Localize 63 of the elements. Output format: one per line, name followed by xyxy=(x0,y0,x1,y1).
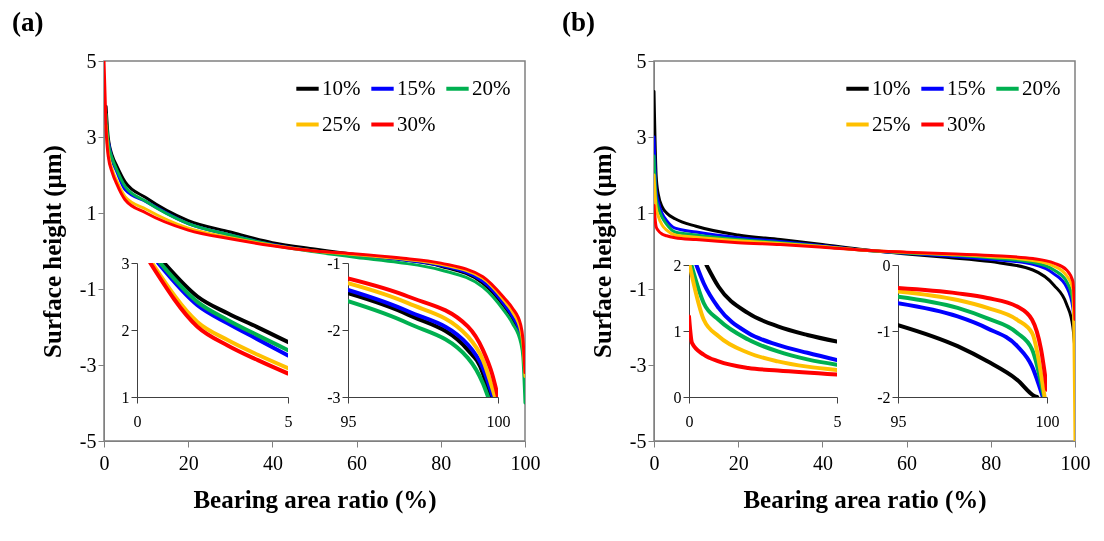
y-tick-label: 0 xyxy=(673,388,682,406)
line-series xyxy=(654,203,1075,321)
x-tick-label: 80 xyxy=(981,451,1002,474)
y-tick-label: -1 xyxy=(327,254,341,272)
line-series xyxy=(689,314,837,377)
legend-label: 10% xyxy=(322,75,361,100)
line-series xyxy=(704,265,837,344)
y-tick-label: -1 xyxy=(79,277,97,300)
legend-label: 20% xyxy=(472,75,511,100)
legend-label: 25% xyxy=(322,111,361,136)
y-tick-label: 5 xyxy=(86,49,97,72)
x-tick-label: 0 xyxy=(133,412,142,430)
y-tick-label: -3 xyxy=(79,353,97,376)
x-tick-label: 5 xyxy=(833,412,842,430)
legend-label: 15% xyxy=(947,75,986,100)
chart-title: (b) xyxy=(562,7,595,37)
x-tick-label: 20 xyxy=(728,451,749,474)
x-tick-label: 60 xyxy=(897,451,918,474)
y-tick-label: 2 xyxy=(673,256,682,274)
x-tick-label: 100 xyxy=(1060,451,1091,474)
y-tick-label: -2 xyxy=(327,321,341,339)
y-tick-label: 1 xyxy=(86,201,97,224)
legend-label: 20% xyxy=(1022,75,1061,100)
x-tick-label: 95 xyxy=(340,412,357,430)
x-tick-label: 80 xyxy=(431,451,452,474)
y-axis-title: Surface height (μm) xyxy=(588,145,617,358)
y-tick-label: 3 xyxy=(121,254,130,272)
x-tick-label: 100 xyxy=(1035,412,1060,430)
line-series xyxy=(898,323,1040,397)
y-tick-label: 3 xyxy=(86,125,97,148)
y-tick-label: 3 xyxy=(636,125,647,148)
x-tick-label: 40 xyxy=(812,451,833,474)
legend-label: 25% xyxy=(872,111,911,136)
y-tick-label: 1 xyxy=(673,322,682,340)
legend-label: 10% xyxy=(872,75,911,100)
x-tick-label: 100 xyxy=(510,451,541,474)
y-tick-label: -3 xyxy=(327,388,341,406)
y-tick-label: -5 xyxy=(629,429,647,452)
legend-label: 30% xyxy=(397,111,436,136)
x-axis-title: Bearing area ratio (%) xyxy=(193,485,437,514)
y-tick-label: 2 xyxy=(121,321,130,339)
line-series xyxy=(104,61,525,375)
y-tick-label: 0 xyxy=(882,256,891,274)
y-tick-label: -2 xyxy=(877,388,891,406)
chart-title: (a) xyxy=(12,7,44,37)
y-tick-label: -1 xyxy=(629,277,647,300)
y-tick-label: 5 xyxy=(636,49,647,72)
y-tick-label: -1 xyxy=(877,322,891,340)
x-tick-label: 100 xyxy=(486,412,511,430)
y-tick-label: -3 xyxy=(629,353,647,376)
x-tick-label: 0 xyxy=(685,412,694,430)
x-tick-label: 40 xyxy=(262,451,283,474)
y-tick-label: -5 xyxy=(79,429,97,452)
x-tick-label: 60 xyxy=(347,451,368,474)
y-tick-label: 1 xyxy=(636,201,647,224)
x-tick-label: 95 xyxy=(890,412,907,430)
legend-label: 30% xyxy=(947,111,986,136)
y-axis-title: Surface height (μm) xyxy=(38,145,67,358)
legend-label: 15% xyxy=(397,75,436,100)
x-axis-title: Bearing area ratio (%) xyxy=(743,485,987,514)
x-tick-label: 20 xyxy=(178,451,199,474)
x-tick-label: 5 xyxy=(284,412,293,430)
y-tick-label: 1 xyxy=(121,388,130,406)
